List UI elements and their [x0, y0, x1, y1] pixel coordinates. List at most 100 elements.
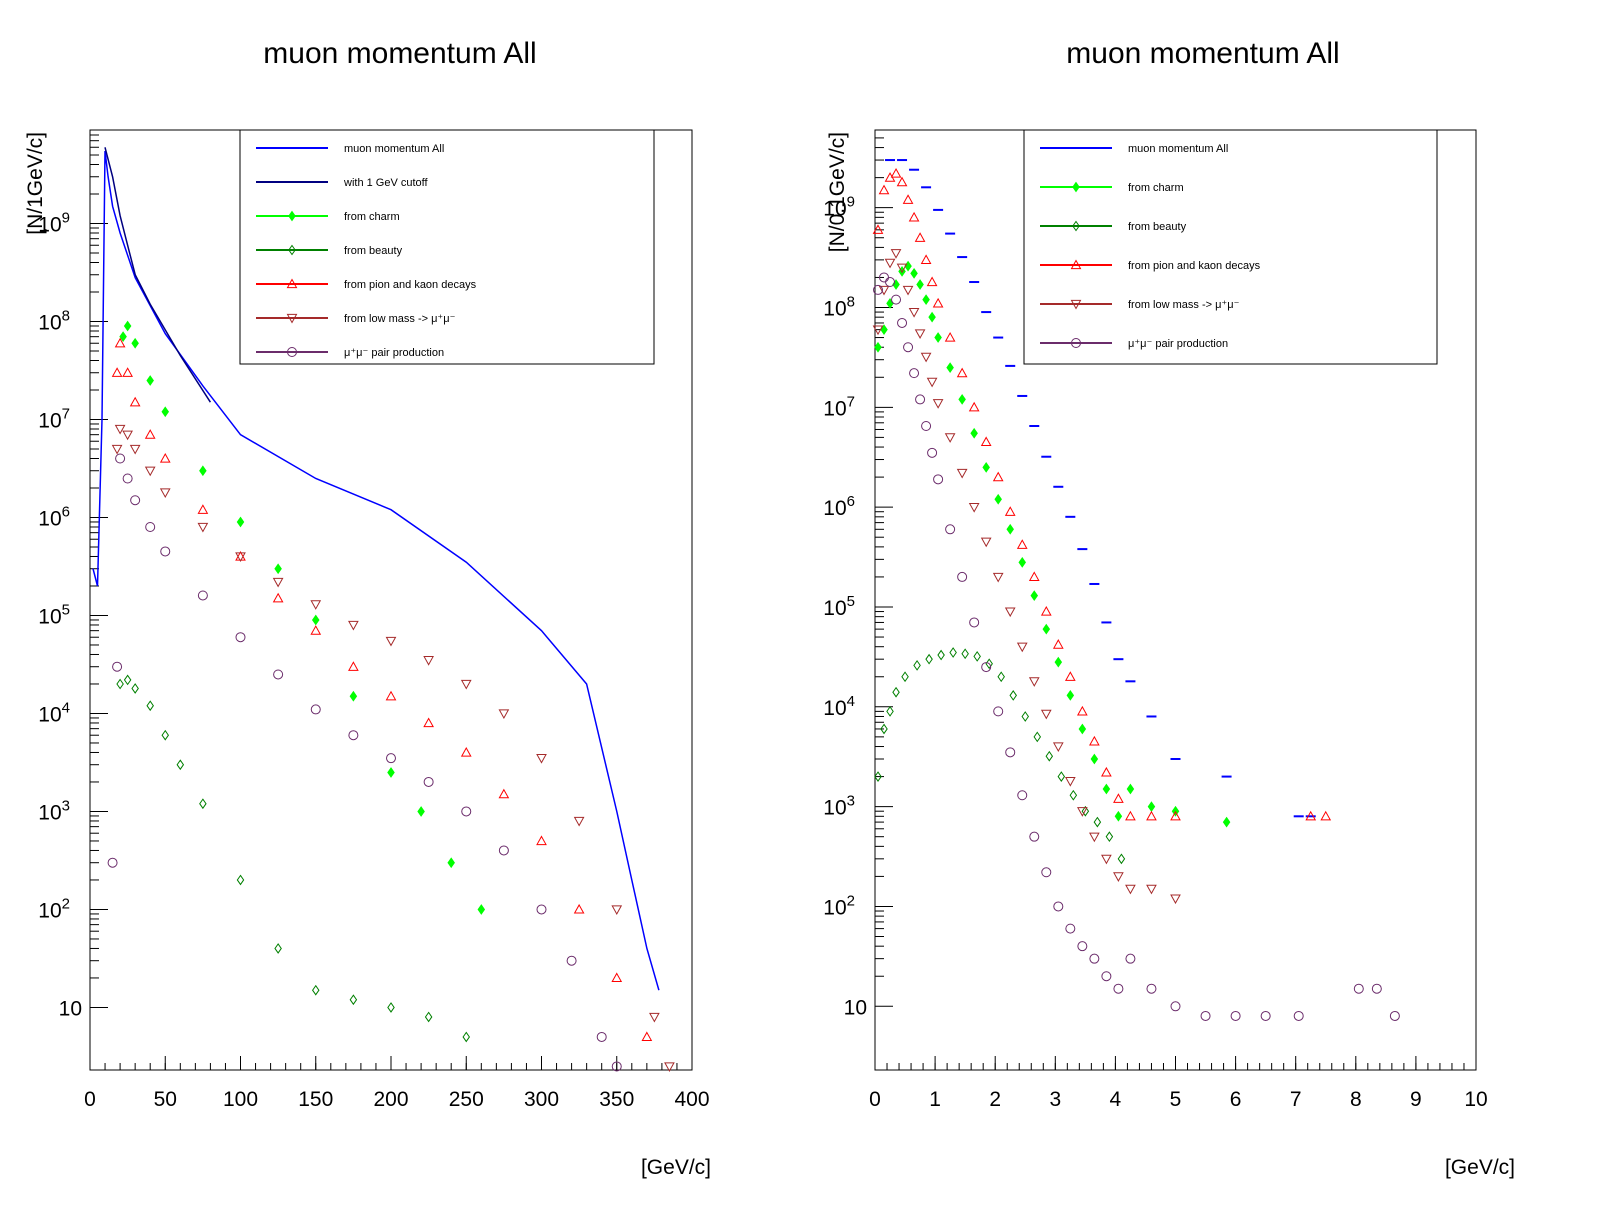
data-point	[311, 614, 320, 626]
data-point	[310, 704, 321, 715]
data-point	[1040, 606, 1052, 616]
data-point	[913, 660, 921, 671]
y-tick-label: 102	[38, 895, 70, 922]
data-point	[611, 1061, 622, 1072]
series-6	[107, 453, 622, 1072]
data-point	[997, 671, 1005, 683]
x-tick-label: 3	[1049, 1088, 1061, 1111]
y-tick-label: 10	[59, 997, 82, 1020]
data-point	[1045, 750, 1054, 762]
x-tick-label: 4	[1110, 1088, 1122, 1111]
data-point	[1078, 723, 1087, 735]
y-tick-label: 105	[823, 593, 855, 620]
legend-entry-label: μ⁺μ⁻ pair production	[1128, 338, 1228, 350]
data-point	[880, 723, 888, 735]
data-point	[1260, 1010, 1271, 1021]
data-point	[385, 636, 397, 647]
data-point	[1016, 642, 1028, 653]
data-point	[1053, 901, 1064, 912]
data-point	[122, 430, 133, 441]
data-point	[1066, 690, 1075, 701]
data-point	[970, 427, 978, 439]
data-point	[1090, 753, 1099, 765]
data-point	[957, 571, 968, 582]
data-point	[1222, 816, 1231, 828]
data-point	[1113, 793, 1124, 803]
data-point	[1064, 671, 1076, 681]
data-point	[349, 994, 358, 1006]
data-point	[1101, 766, 1112, 777]
series-line	[104, 147, 212, 403]
data-point	[937, 649, 945, 661]
right-y-axis-label: [N/0.1GeV/c]	[826, 132, 849, 252]
data-point	[944, 433, 956, 443]
x-tick-label: 2	[989, 1088, 1001, 1111]
x-tick-label: 200	[373, 1088, 408, 1111]
data-point	[914, 329, 926, 339]
data-point	[273, 669, 284, 680]
x-tick-label: 8	[1350, 1088, 1362, 1111]
series-3	[116, 674, 471, 1043]
data-point	[447, 857, 455, 869]
data-point	[932, 399, 944, 409]
data-point	[1040, 709, 1052, 720]
data-point	[664, 1062, 675, 1072]
data-point	[1114, 810, 1123, 822]
x-tick-label: 0	[869, 1088, 881, 1111]
data-point	[980, 537, 992, 548]
y-tick-label: 109	[823, 194, 855, 221]
data-point	[123, 320, 132, 332]
data-point	[956, 367, 968, 378]
data-point	[1016, 539, 1028, 549]
data-point	[274, 943, 282, 954]
data-point	[1105, 831, 1114, 843]
data-point	[274, 563, 282, 575]
legend-marker	[1070, 259, 1082, 270]
data-point	[1125, 884, 1136, 895]
data-point	[1305, 810, 1317, 821]
data-point	[932, 297, 944, 308]
data-point	[311, 984, 320, 996]
data-point	[1230, 1010, 1241, 1021]
data-point	[160, 546, 171, 557]
data-point	[934, 332, 942, 343]
data-point	[114, 424, 126, 435]
data-point	[890, 167, 902, 178]
data-point	[236, 516, 245, 528]
series-2	[119, 320, 486, 915]
x-tick-label: 0	[84, 1088, 96, 1111]
data-point	[968, 401, 980, 412]
data-point	[159, 452, 171, 463]
x-tick-label: 10	[1464, 1088, 1487, 1111]
legend-entry-label: from low mass -> μ⁺μ⁻	[1128, 299, 1240, 311]
data-point	[573, 903, 585, 914]
data-point	[145, 521, 156, 532]
data-point	[310, 625, 322, 635]
data-point	[1113, 872, 1124, 882]
data-point	[878, 285, 890, 296]
data-point	[1077, 941, 1088, 952]
data-point	[348, 620, 359, 631]
data-point	[1146, 810, 1157, 821]
left-y-axis-label: [N/1GeV/c]	[24, 132, 47, 235]
data-point	[111, 444, 123, 455]
right-chart-title: muon momentum All	[1066, 37, 1339, 70]
data-point	[908, 307, 920, 318]
data-point	[1033, 731, 1042, 743]
y-tick-label: 105	[38, 601, 70, 628]
data-point	[901, 671, 909, 683]
left-chart-title: muon momentum All	[263, 37, 536, 70]
data-point	[1125, 953, 1136, 964]
data-point	[161, 406, 170, 418]
data-point	[573, 816, 585, 827]
data-point	[1200, 1010, 1211, 1021]
data-point	[423, 717, 434, 728]
data-point	[1076, 705, 1088, 716]
x-tick-label: 300	[524, 1088, 559, 1111]
data-point	[536, 835, 547, 846]
data-point	[1017, 790, 1028, 801]
y-tick-label: 104	[823, 693, 855, 720]
data-point	[349, 690, 358, 702]
data-point	[197, 522, 209, 533]
data-point	[873, 284, 884, 295]
